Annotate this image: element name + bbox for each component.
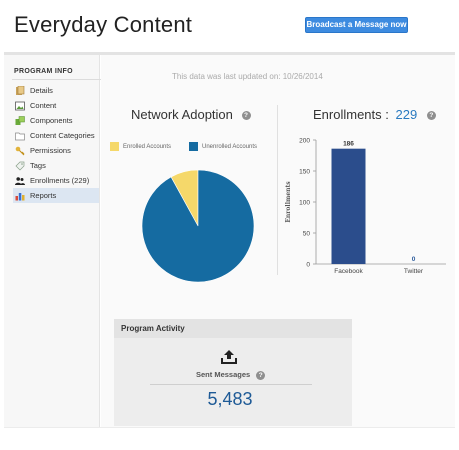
bar-facebook — [331, 148, 366, 264]
legend-item-enrolled: Enrolled Accounts — [110, 142, 171, 151]
data-label-twitter: 0 — [412, 256, 416, 263]
key-icon — [15, 146, 25, 156]
legend-item-unenrolled: Unenrolled Accounts — [189, 142, 257, 151]
y-tick-label: 50 — [303, 231, 311, 238]
sidebar-item-reports[interactable]: Reports — [13, 188, 99, 203]
sent-messages-label: Sent Messages — [196, 370, 251, 379]
y-axis-label: Enrollments — [285, 181, 292, 223]
enrollments-help-icon[interactable]: ? — [426, 111, 436, 121]
enrollments-label: Enrollments : — [313, 107, 389, 122]
legend-label: Unenrolled Accounts — [202, 143, 258, 150]
y-tick-label: 200 — [299, 138, 310, 145]
broadcast-message-button[interactable]: Broadcast a Message now — [305, 17, 408, 33]
sidebar-item-content-categories[interactable]: Content Categories — [13, 128, 99, 143]
page-title: Everyday Content — [14, 12, 193, 37]
network-adoption-label: Network Adoption — [131, 107, 233, 122]
network-adoption-help-icon[interactable]: ? — [241, 111, 251, 121]
sidebar-item-enrollments[interactable]: Enrollments (229) — [13, 173, 99, 188]
enrollments-count: 229 — [395, 107, 418, 122]
sent-messages-title: Sent Messages ? — [196, 370, 266, 380]
sidebar-item-label: Content Categories — [30, 131, 95, 140]
x-tick-label: Facebook — [334, 268, 363, 275]
header-divider — [4, 52, 455, 55]
tag-icon — [15, 161, 25, 171]
enrollments-bar-chart: 0 50 100 150 200 Enrollments 186 Facebook 0 Twitt… — [285, 138, 446, 275]
sent-messages-divider — [150, 384, 312, 385]
bar-chart-icon — [15, 191, 25, 201]
sidebar-item-label: Components — [30, 116, 73, 125]
sidebar-nav: Details Content Components Content Categ… — [13, 83, 99, 203]
sidebar-heading: PROGRAM INFO — [14, 68, 73, 75]
sidebar-item-permissions[interactable]: Permissions — [13, 143, 99, 158]
sidebar-item-label: Enrollments (229) — [30, 176, 90, 185]
footer-divider — [4, 427, 455, 428]
legend-swatch-unenrolled — [189, 142, 198, 151]
sidebar-item-components[interactable]: Components — [13, 113, 99, 128]
program-activity-panel — [114, 338, 352, 426]
data-label-facebook: 186 — [343, 141, 354, 148]
last-updated-text: This data was last updated on: 10/26/201… — [172, 72, 323, 81]
content-categories-icon — [15, 131, 25, 141]
legend-label: Enrolled Accounts — [123, 143, 172, 150]
content-icon — [15, 101, 25, 111]
users-icon — [15, 176, 25, 186]
details-icon — [15, 85, 25, 96]
sidebar-item-label: Details — [30, 86, 53, 95]
pie-slice-unenrolled-accounts — [141, 169, 255, 283]
x-tick-label: Twitter — [404, 268, 424, 275]
components-icon — [15, 115, 25, 126]
sidebar-item-label: Permissions — [30, 146, 71, 155]
sent-messages-help-icon[interactable]: ? — [256, 370, 266, 380]
sidebar-item-label: Reports — [30, 191, 57, 200]
sidebar-item-label: Tags — [30, 161, 46, 170]
network-adoption-title: Network Adoption ? — [131, 107, 251, 122]
sidebar-item-details[interactable]: Details — [13, 83, 99, 98]
sidebar-item-tags[interactable]: Tags — [13, 158, 99, 173]
y-tick-label: 150 — [299, 169, 310, 176]
sent-messages-value: 5,483 — [207, 389, 253, 409]
legend-swatch-enrolled — [110, 142, 119, 151]
y-tick-label: 100 — [299, 200, 310, 207]
card-divider — [277, 105, 278, 275]
program-activity-header: Program Activity — [114, 319, 352, 338]
sidebar-item-content[interactable]: Content — [13, 98, 99, 113]
sidebar-item-label: Content — [30, 101, 57, 110]
sidebar: PROGRAM INFO Details Content Components … — [4, 55, 102, 427]
y-tick-label: 0 — [306, 262, 310, 269]
upload-icon — [221, 350, 237, 364]
enrollments-title: Enrollments : 229 ? — [313, 107, 436, 122]
network-adoption-pie-chart — [141, 169, 255, 283]
sidebar-divider — [12, 79, 102, 80]
